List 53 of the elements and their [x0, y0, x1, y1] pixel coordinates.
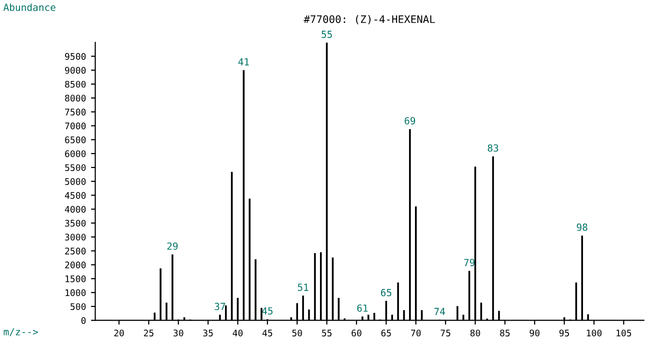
annotation: 79: [464, 258, 474, 266]
annotation: 65: [380, 288, 392, 296]
x-tick-label: 100: [586, 330, 602, 336]
x-tick-label: 90: [530, 330, 540, 336]
y-axis-title: Abundance: [3, 3, 56, 11]
y-tick-label: 4000: [64, 206, 86, 213]
x-tick-label: 75: [440, 330, 450, 336]
x-tick-label: 40: [232, 330, 243, 336]
x-tick-label: 25: [144, 330, 154, 336]
annotation: 61: [357, 304, 368, 312]
y-tick-label: 2500: [65, 248, 86, 254]
y-tick-label: 7000: [65, 122, 86, 130]
x-tick-label: 55: [322, 330, 332, 336]
y-tick-label: 8500: [65, 80, 86, 88]
annotation: 51: [298, 284, 308, 291]
x-tick-label: 20: [114, 330, 124, 336]
x-tick-label: 50: [292, 330, 302, 336]
y-tick-label: 7500: [65, 108, 86, 116]
y-tick-label: 3500: [65, 220, 86, 227]
chart-title: #77000: (Z)-4-HEXENAL: [304, 15, 435, 24]
annotation: 55: [322, 30, 332, 38]
x-tick-label: 85: [500, 330, 510, 336]
y-tick-label: 0: [81, 317, 86, 324]
x-tick-label: 95: [559, 330, 570, 336]
x-tick-label: 65: [381, 330, 391, 336]
annotation: 37: [214, 302, 226, 310]
annotation: 69: [404, 117, 416, 124]
y-tick-label: 2000: [65, 262, 86, 268]
y-tick-label: 500: [70, 303, 86, 310]
x-tick-label: 45: [262, 330, 272, 336]
x-tick-label: 80: [470, 330, 480, 336]
y-tick-label: 1500: [66, 275, 86, 282]
y-tick-label: 5500: [65, 164, 86, 172]
y-tick-label: 8000: [65, 94, 86, 102]
x-tick-label: 70: [411, 330, 421, 336]
annotation: 83: [488, 144, 498, 152]
y-tick-label: 5000: [65, 178, 86, 185]
x-tick-label: 35: [203, 330, 213, 336]
annotation: 29: [167, 242, 178, 250]
y-tick-label: 9500: [65, 53, 86, 60]
y-tick-label: 1000: [66, 289, 86, 296]
y-tick-label: 6500: [65, 136, 86, 144]
x-tick-label: 105: [616, 330, 632, 336]
y-tick-label: 9000: [65, 66, 86, 74]
x-tick-label: 60: [352, 330, 362, 336]
y-tick-label: 4500: [64, 192, 86, 199]
annotation: 74: [434, 308, 446, 315]
annotation: 98: [576, 224, 588, 231]
x-tick-label: 30: [174, 330, 184, 336]
y-tick-label: 6000: [65, 150, 86, 158]
x-axis-title: m/z-->: [4, 328, 38, 336]
y-tick-label: 3000: [65, 234, 86, 241]
annotation: 41: [238, 58, 249, 66]
